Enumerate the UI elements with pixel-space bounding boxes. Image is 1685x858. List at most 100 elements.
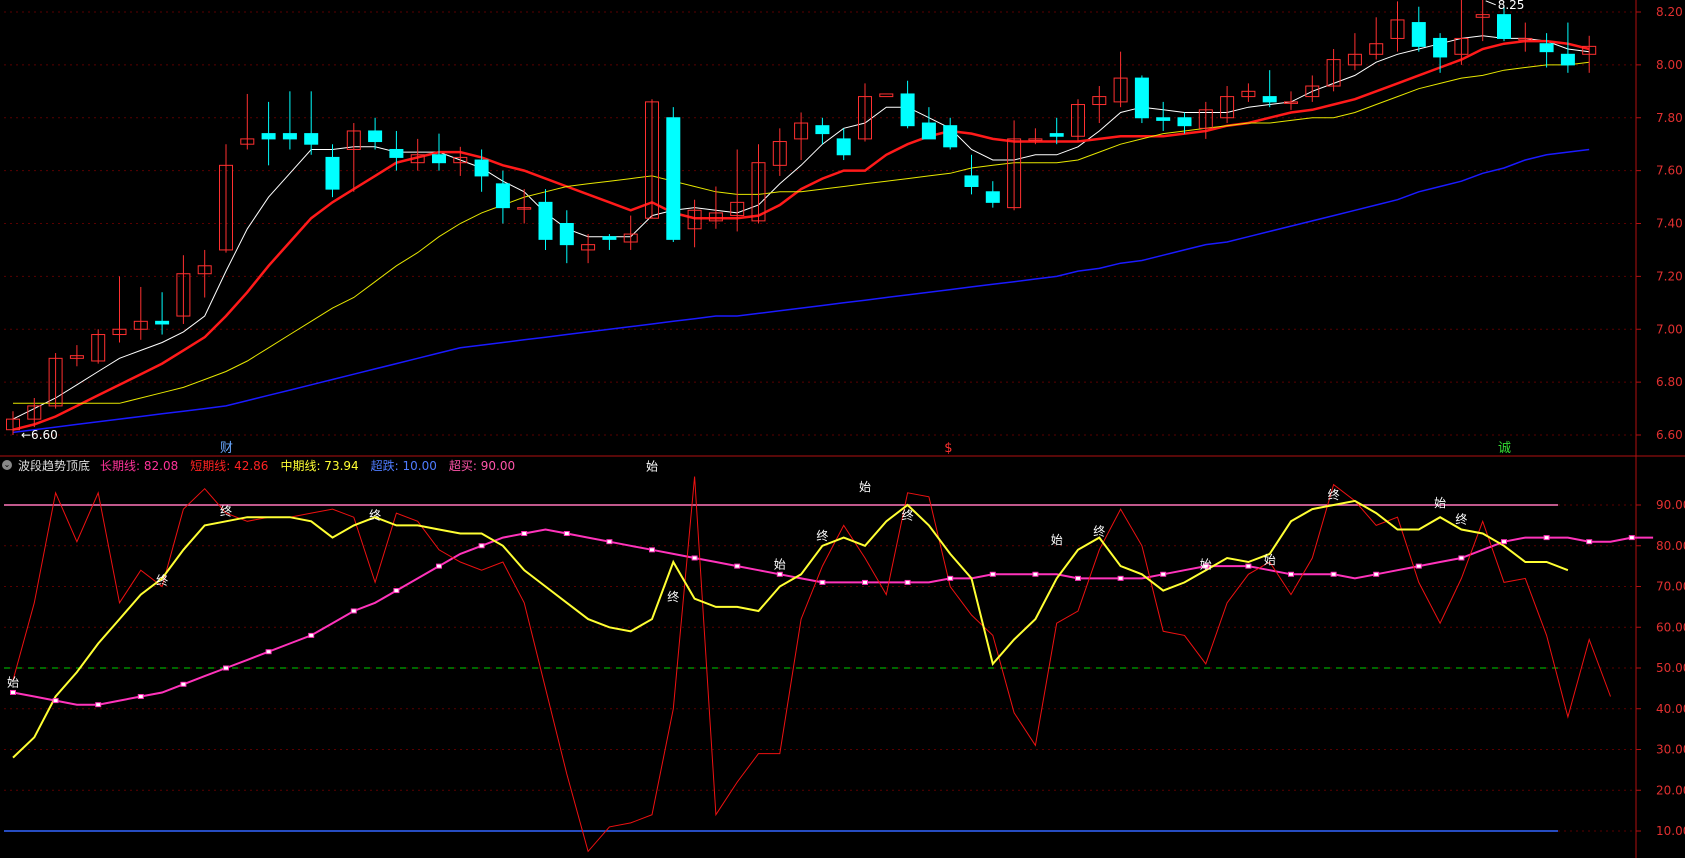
long-term-point: [1117, 575, 1124, 581]
long-term-line: [12, 528, 1654, 706]
indicator-tick-label: 60.00: [1656, 620, 1685, 634]
candle-body: [815, 125, 830, 135]
candle-body: [176, 273, 191, 317]
mid-term-line: [12, 499, 1569, 759]
legend-mid-term: 中期线: 73.94: [280, 458, 359, 473]
candle-body: [346, 130, 361, 150]
candle-body: [1305, 85, 1320, 98]
indicator-legend: ⌄ 波段趋势顶底 长期线: 82.08 短期线: 42.86 中期线: 73.9…: [2, 456, 521, 474]
signal-label: 终: [902, 507, 914, 522]
long-term-point: [52, 698, 59, 704]
candle-body: [1454, 37, 1469, 55]
candle-body: [1475, 14, 1490, 18]
signal-label: 始: [1051, 533, 1063, 547]
candle-body: [921, 122, 936, 140]
candle-body: [304, 133, 319, 145]
candle-body: [1326, 59, 1341, 87]
price-tick-label: 7.80: [1656, 111, 1683, 125]
low-price-label: ←6.60: [21, 428, 58, 442]
candle-body: [1433, 37, 1448, 58]
candle-body: [645, 101, 659, 219]
long-term-point: [1458, 555, 1465, 561]
candle-body: [1582, 45, 1597, 55]
price-tick-label: 7.00: [1656, 322, 1683, 336]
short-term-line: [12, 476, 1611, 853]
long-term-point: [308, 632, 315, 638]
candle-body: [879, 93, 894, 98]
candle-body: [495, 183, 510, 209]
signal-label: 终: [156, 573, 168, 588]
candle-body: [1134, 77, 1149, 119]
candle-body: [197, 265, 212, 275]
long-term-point: [95, 702, 102, 708]
candle-body: [453, 156, 468, 164]
candle-body: [708, 212, 723, 222]
long-term-point: [904, 579, 911, 585]
candle-body: [1390, 19, 1405, 39]
candle-body: [69, 355, 84, 359]
candle-body: [155, 320, 170, 325]
event-marker: 财: [220, 441, 233, 456]
legend-short-term: 短期线: 42.86: [190, 458, 269, 473]
long-term-point: [1202, 563, 1209, 569]
candle-body: [985, 191, 1000, 203]
signal-label: 始: [1264, 553, 1276, 567]
signal-label: 终: [1455, 511, 1467, 526]
candle-body: [27, 405, 42, 420]
candle-body: [836, 138, 851, 156]
indicator-tick-label: 50.00: [1656, 661, 1685, 675]
candle-body: [1560, 53, 1575, 66]
high-pointer: [1485, 0, 1496, 6]
candle-body: [559, 223, 574, 246]
candle-body: [1262, 96, 1277, 103]
long-term-point: [1245, 563, 1252, 569]
long-term-point: [436, 563, 442, 569]
candle-body: [943, 125, 958, 148]
candle-body: [6, 418, 20, 431]
candle-body: [581, 244, 596, 251]
signal-label: 始: [774, 557, 786, 571]
long-term-point: [649, 547, 655, 553]
candle-body: [1028, 138, 1043, 141]
candle-body: [794, 122, 809, 140]
event-marker: 诚: [1498, 441, 1511, 456]
candle-body: [1369, 43, 1384, 55]
long-term-point: [265, 649, 272, 655]
long-term-point: [393, 588, 400, 594]
high-price-label: 8.25: [1498, 0, 1525, 12]
long-term-point: [1415, 563, 1422, 569]
candle-body: [474, 159, 489, 177]
candle-body: [432, 154, 446, 164]
signal-label: 终: [1093, 524, 1105, 539]
signal-label: 始: [646, 459, 658, 473]
candle-body: [368, 130, 383, 143]
candle-body: [858, 96, 872, 140]
long-term-point: [1330, 571, 1337, 577]
collapse-toggle-icon[interactable]: ⌄: [2, 460, 12, 470]
candle-body: [751, 162, 766, 222]
signal-label: 始: [859, 480, 871, 494]
candle-body: [91, 334, 106, 362]
candle-body: [1539, 43, 1554, 53]
signal-label: 终: [220, 503, 232, 518]
ma-yellow-line: [13, 61, 1590, 404]
event-marker: $: [944, 441, 952, 456]
signal-label: 终: [369, 507, 381, 522]
candle-body: [240, 138, 255, 145]
ma-red-line: [12, 39, 1590, 431]
price-tick-label: 7.20: [1656, 269, 1683, 283]
candle-body: [1198, 109, 1213, 129]
long-term-point: [1032, 571, 1039, 577]
legend-oversold: 超跌: 10.00: [370, 458, 437, 473]
candle-body: [219, 164, 233, 251]
long-term-point: [606, 539, 613, 545]
candle-body: [900, 93, 915, 127]
long-term-point: [563, 531, 570, 537]
long-term-point: [350, 608, 357, 614]
indicator-title: 波段趋势顶底: [18, 458, 91, 473]
long-term-point: [776, 571, 783, 577]
candle-body: [964, 175, 979, 187]
candle-body: [1007, 138, 1022, 209]
long-term-point: [819, 579, 826, 585]
